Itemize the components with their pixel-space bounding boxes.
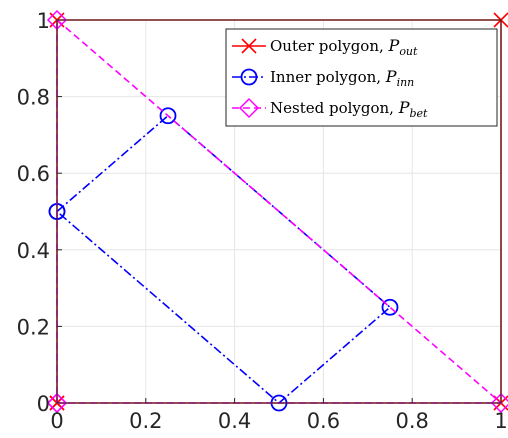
y-tick-label: 0.4 — [17, 239, 50, 263]
y-tick-label: 1 — [37, 9, 50, 33]
legend-marker — [240, 68, 258, 86]
x-tick-label: 0.8 — [395, 409, 428, 433]
legend-label-prefix: Nested polygon, — [270, 99, 399, 117]
axes-box — [56, 19, 502, 404]
ticks: 0 0.2 0.4 0.6 0.8 1 0 0.2 0.4 0.6 0.8 1 — [17, 9, 508, 433]
legend-item: Nested polygon, Pbet — [232, 97, 428, 120]
x-tick-label: 0.6 — [307, 409, 340, 433]
x-tick-label: 1 — [494, 409, 507, 433]
legend-marker — [238, 97, 260, 119]
legend-label-symbol: P — [385, 67, 397, 86]
legend-label-prefix: Outer polygon, — [270, 37, 389, 55]
legend-marker — [241, 38, 257, 54]
legend-label-subscript: out — [399, 45, 418, 58]
legend-item: Inner polygon, Pinn — [232, 67, 414, 89]
legend-item: Outer polygon, Pout — [232, 36, 418, 58]
data-point — [381, 298, 399, 316]
legend-label: Nested polygon, Pbet — [270, 98, 428, 120]
data-point — [490, 392, 508, 414]
y-tick-label: 0.6 — [17, 162, 50, 186]
x-tick-label: 0.2 — [129, 409, 162, 433]
series-line — [56, 114, 392, 405]
data-point — [46, 392, 68, 414]
legend-box — [225, 28, 498, 127]
legend-label-subscript: inn — [397, 76, 415, 89]
legend-label: Outer polygon, Pout — [270, 36, 418, 58]
legend-label-symbol: P — [388, 36, 400, 55]
legend-label-subscript: bet — [409, 107, 428, 120]
data-point — [159, 107, 177, 125]
legend-label-prefix: Inner polygon, — [270, 68, 386, 86]
y-tick-label: 0.8 — [17, 86, 50, 110]
legend: Outer polygon, Pout Inner polygon, Pinn Ne… — [225, 28, 498, 127]
x-tick-label: 0 — [50, 409, 63, 433]
legend-label: Inner polygon, Pinn — [270, 67, 414, 89]
legend-label-symbol: P — [398, 98, 410, 117]
x-tick-label: 0.4 — [218, 409, 251, 433]
series-2 — [48, 107, 399, 412]
y-tick-label: 0 — [37, 392, 50, 416]
y-tick-label: 0.2 — [17, 315, 50, 339]
